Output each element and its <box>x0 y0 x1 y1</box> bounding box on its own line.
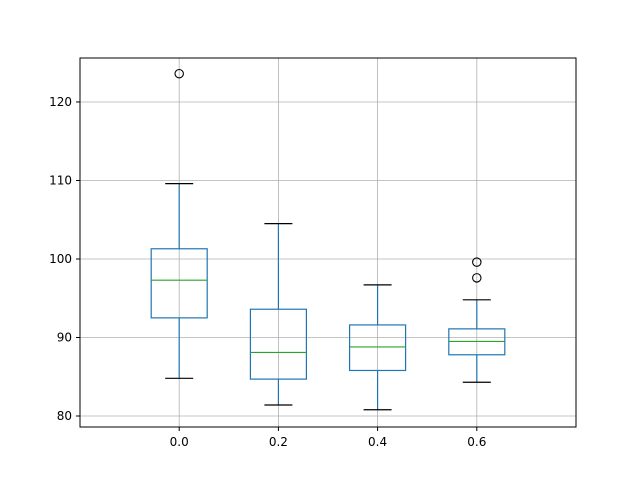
y-tick-label: 90 <box>57 330 72 344</box>
y-tick-label: 80 <box>57 409 72 423</box>
box-0.2 <box>249 308 307 380</box>
x-tick-label: 0.2 <box>269 435 288 449</box>
ticks: 0.0 0.2 0.4 0.6 80 90 100 110 120 <box>49 95 486 449</box>
box-0.0 <box>150 248 208 319</box>
x-tick-label: 0.6 <box>467 435 486 449</box>
y-tick-label: 120 <box>49 95 72 109</box>
outlier-0.6-1 <box>472 257 482 267</box>
box-group-0.4 <box>349 284 407 411</box>
outlier-0.0-0 <box>174 68 184 79</box>
box-group-0.6 <box>448 257 506 383</box>
x-tick-label: 0.4 <box>368 435 387 449</box>
outlier-0.6-0 <box>472 273 482 283</box>
box-0.4 <box>349 324 407 372</box>
box-group-0.0 <box>150 68 208 379</box>
grid <box>80 58 576 427</box>
box-group-0.2 <box>249 223 307 406</box>
y-tick-label: 110 <box>49 173 72 187</box>
axes-frame <box>79 57 577 428</box>
boxes <box>150 68 506 411</box>
x-tick-label: 0.0 <box>170 435 189 449</box>
y-tick-label: 100 <box>49 252 72 266</box>
